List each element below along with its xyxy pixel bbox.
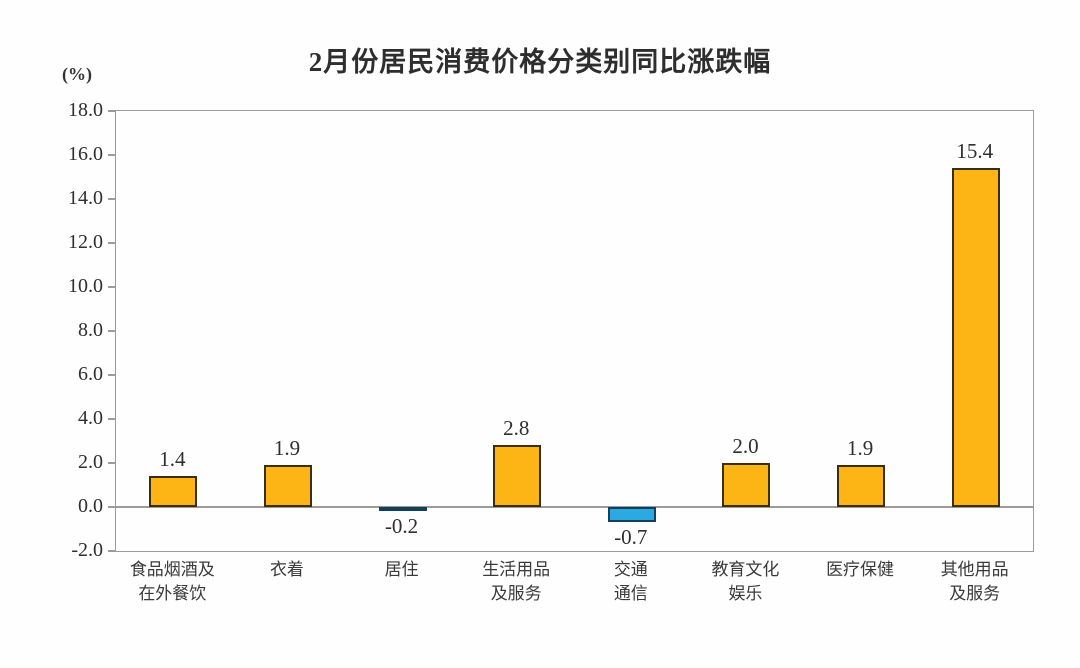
y-axis-tick-label: 10.0	[68, 275, 103, 297]
chart-title: 2月份居民消费价格分类别同比涨跌幅	[308, 47, 772, 77]
y-axis-tick-mark	[108, 198, 115, 200]
y-axis-tick-mark	[108, 462, 115, 464]
bar-value-label: 2.0	[732, 434, 759, 458]
y-axis-tick-mark	[108, 286, 115, 288]
y-axis-unit-label: (%)	[62, 64, 92, 84]
bar-value-label: 1.9	[846, 436, 874, 461]
y-axis-tick-label: 16.0	[68, 143, 103, 165]
bar-value-label: 15.4	[956, 139, 994, 164]
bar-value-label: -0.7	[614, 525, 648, 550]
plot-area	[108, 110, 1034, 552]
bar	[263, 465, 312, 507]
y-axis-tick-label: 18.0	[68, 99, 103, 121]
x-axis-category-label: 居住	[384, 560, 419, 579]
y-axis-tick-label: 2.0	[78, 451, 103, 473]
zero-baseline	[116, 506, 1033, 508]
y-axis-tick-mark	[108, 330, 115, 332]
y-axis-tick-mark	[108, 550, 115, 552]
bar-value-label: -0.2	[384, 514, 419, 539]
y-axis-tick-label: -2.0	[71, 539, 103, 561]
bar	[951, 168, 1000, 507]
bar	[149, 476, 198, 507]
y-axis-tick-label: 4.0	[78, 407, 103, 429]
y-axis-tick-mark	[108, 418, 115, 420]
y-axis-tick-mark	[108, 154, 115, 156]
bar	[837, 465, 886, 507]
x-axis-category-label: 衣着	[269, 560, 304, 579]
x-axis-category-label: 教育文化 娱乐	[711, 560, 780, 603]
bar	[493, 445, 542, 507]
x-axis-category-label: 医疗保健	[826, 560, 895, 579]
bar	[722, 463, 771, 507]
y-axis-tick-mark	[108, 242, 115, 244]
y-axis-tick-label: 6.0	[78, 363, 103, 385]
x-axis-category-label: 交通 通信	[613, 560, 648, 603]
y-axis-tick-label: 0.0	[78, 495, 103, 517]
x-axis-category-label: 食品烟酒及 在外餐饮	[129, 560, 215, 603]
y-axis-tick-label: 12.0	[68, 231, 103, 253]
x-axis-category-label: 其他用品 及服务	[940, 560, 1009, 603]
y-axis-tick-label: 14.0	[68, 187, 103, 209]
y-axis-tick-mark	[108, 506, 115, 508]
y-axis-tick-mark	[108, 110, 115, 112]
bar-value-label: 2.8	[503, 416, 530, 441]
bar	[378, 507, 427, 512]
x-axis-category-label: 生活用品 及服务	[482, 560, 551, 603]
bar-value-label: 1.9	[273, 436, 301, 461]
bar-value-label: 1.4	[159, 447, 186, 472]
y-axis-tick-mark	[108, 374, 115, 376]
y-axis-tick-label: 8.0	[78, 319, 103, 341]
bar	[607, 507, 656, 523]
